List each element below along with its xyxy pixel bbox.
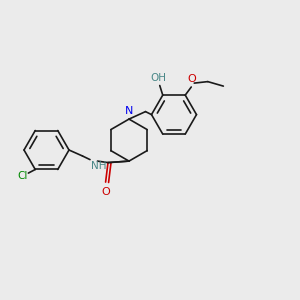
Text: O: O	[188, 74, 196, 84]
Text: O: O	[101, 187, 110, 196]
Text: OH: OH	[150, 73, 166, 82]
Text: NH: NH	[92, 161, 107, 171]
Text: N: N	[125, 106, 133, 116]
Text: Cl: Cl	[17, 171, 28, 181]
